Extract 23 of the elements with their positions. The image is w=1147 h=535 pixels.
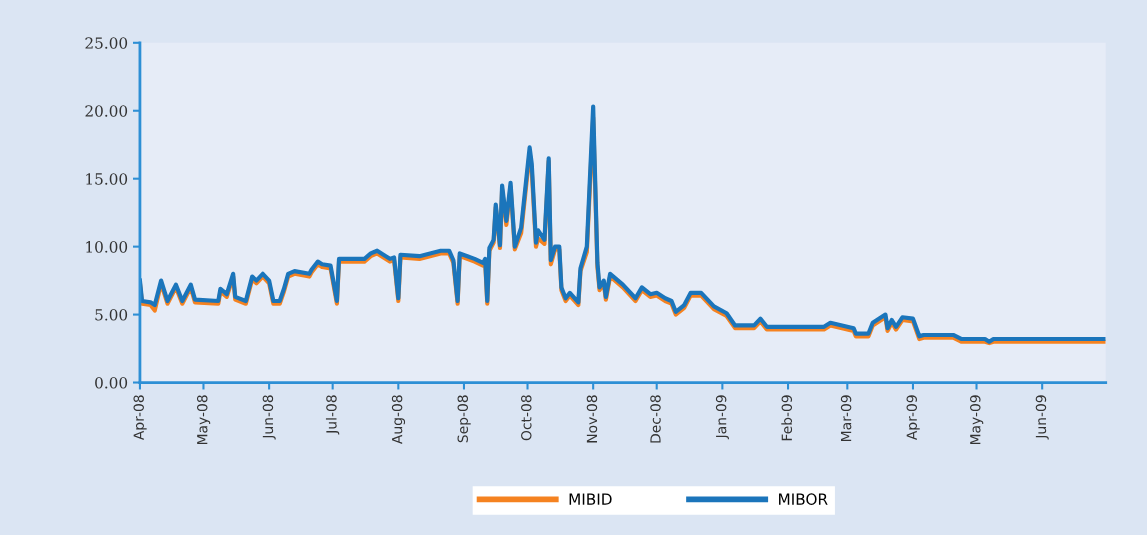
legend-label: MIBID (569, 493, 612, 505)
x-tick-label: Sep-08 (457, 395, 471, 443)
x-tick-label: Jun-08 (262, 395, 276, 440)
x-tick-label: Jul-08 (325, 395, 340, 435)
x-tick-label: Aug-08 (391, 395, 406, 445)
x-tick-label: Dec-08 (650, 395, 661, 443)
x-tick-label: Mar-09 (840, 395, 852, 441)
y-tick-label: 20.00 (85, 105, 128, 117)
x-tick-label: Jun-09 (1035, 395, 1049, 440)
y-tick-label: 15.00 (86, 173, 128, 185)
x-tick-label: Apr-08 (133, 395, 147, 441)
legend-label: MIBOR (779, 493, 828, 505)
x-tick-label: May-08 (197, 395, 211, 445)
x-tick-label: Apr-09 (906, 395, 920, 441)
y-tick-label: 10.00 (86, 241, 128, 253)
x-tick-label: Nov-08 (586, 395, 598, 443)
y-tick-label: 25.00 (85, 37, 128, 49)
y-tick-label: 5.00 (95, 309, 128, 321)
x-tick-label: Oct-08 (521, 395, 532, 441)
x-tick-label: May-09 (970, 395, 984, 445)
x-tick-label: Feb-09 (781, 395, 793, 441)
x-tick-label: Jan-09 (715, 395, 729, 440)
y-tick-label: 0.00 (95, 376, 128, 389)
